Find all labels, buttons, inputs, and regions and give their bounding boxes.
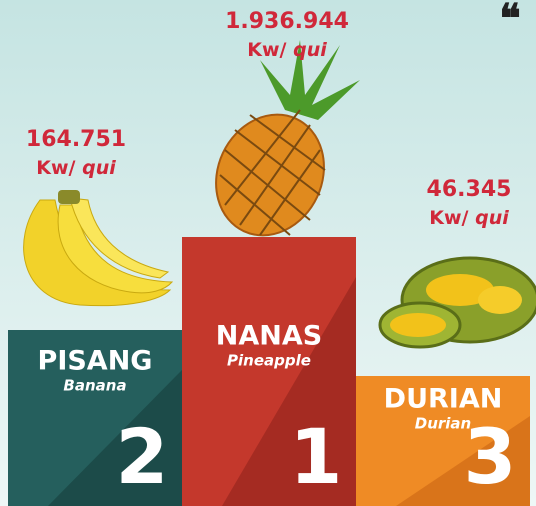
- podium-rank: 1: [290, 412, 343, 501]
- production-value: 1.936.944: [225, 9, 349, 34]
- podium-name: DURIAN: [384, 384, 503, 415]
- production-unit: Kw/ qui: [247, 39, 327, 61]
- podium-rank: 3: [464, 412, 517, 501]
- podium-rank: 2: [116, 412, 169, 501]
- podium-name: PISANG: [38, 346, 153, 377]
- podium-subname: Pineapple: [227, 352, 311, 370]
- production-unit: Kw/ qui: [36, 157, 116, 179]
- infographic: ❝ PISANGBanana 2 164.751 Kw/ qui NANASPineap…: [0, 0, 536, 506]
- unit-italic: qui: [82, 157, 116, 179]
- unit-italic: qui: [293, 39, 327, 61]
- quote-mark: ❝: [499, 0, 521, 42]
- unit-italic: qui: [475, 207, 509, 229]
- podium-subname: Banana: [63, 377, 126, 395]
- production-value: 164.751: [26, 127, 126, 152]
- unit-text: Kw/: [247, 39, 286, 61]
- production-value: 46.345: [427, 177, 512, 202]
- podium-name: NANAS: [216, 321, 322, 352]
- production-unit: Kw/ qui: [429, 207, 509, 229]
- unit-text: Kw/: [36, 157, 75, 179]
- unit-text: Kw/: [429, 207, 468, 229]
